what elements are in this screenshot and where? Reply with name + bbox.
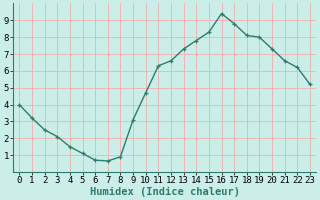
X-axis label: Humidex (Indice chaleur): Humidex (Indice chaleur) (90, 186, 240, 197)
